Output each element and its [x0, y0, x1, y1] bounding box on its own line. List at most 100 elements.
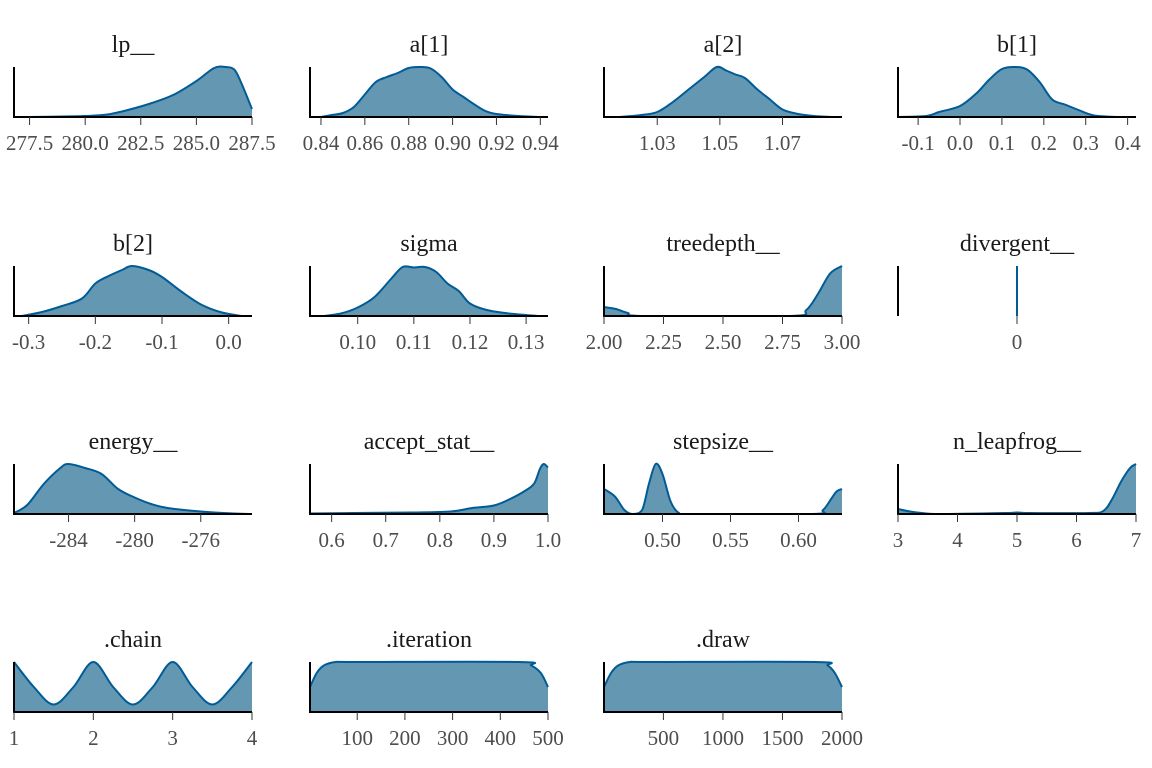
x-tick-label: 285.0 [173, 131, 220, 155]
density-area [14, 464, 252, 514]
x-tick-label: 4 [247, 726, 258, 750]
density-area [22, 266, 242, 316]
x-tick-label: 100 [341, 726, 373, 750]
x-tick-label: 7 [1131, 528, 1142, 552]
density-area [604, 266, 842, 316]
x-tick-label: 500 [648, 726, 680, 750]
panel-iteration: .iteration 100 200 300 400 500 [309, 627, 564, 750]
x-tick-label: 0.60 [780, 528, 817, 552]
density-line [897, 463, 1137, 516]
x-tick-label: 0.2 [1031, 131, 1057, 155]
x-tick-label: 1.05 [701, 131, 738, 155]
density-area [619, 66, 833, 117]
x-tick-label: -0.2 [79, 330, 112, 354]
density-line [323, 265, 538, 317]
panel-divergent: divergent__ 0 [897, 231, 1075, 354]
density-area [320, 66, 541, 117]
x-tick-label: -284 [49, 528, 88, 552]
x-tick-label: 0.4 [1114, 131, 1141, 155]
x-tick-label: 1.07 [764, 131, 801, 155]
x-tick-label: 0.8 [427, 528, 453, 552]
density-line [309, 463, 549, 515]
density-line [309, 660, 549, 688]
panel-title: .chain [104, 627, 162, 653]
panel-title: treedepth__ [666, 231, 780, 257]
panel-b-1: b[1] -0.1 0.0 0.1 0.2 0.3 0.4 [897, 32, 1141, 155]
x-tick-label: 0.6 [319, 528, 345, 552]
density-area [898, 464, 1136, 514]
x-tick-label: 0.9 [481, 528, 507, 552]
density-area [604, 661, 842, 712]
x-tick-label: 1500 [761, 726, 803, 750]
x-tick-label: 2 [88, 726, 99, 750]
x-tick-label: 300 [437, 726, 469, 750]
x-tick-label: 1 [9, 726, 20, 750]
x-tick-label: 0.86 [346, 131, 383, 155]
x-tick-label: -0.1 [145, 330, 178, 354]
panel-title: n_leapfrog__ [953, 429, 1082, 455]
x-tick-label: 500 [532, 726, 564, 750]
x-tick-label: -276 [182, 528, 221, 552]
density-line [897, 65, 1120, 118]
density-line [21, 264, 243, 317]
panel-title: divergent__ [960, 231, 1075, 257]
density-area [29, 66, 252, 117]
x-tick-label: 287.5 [228, 131, 275, 155]
panel-title: b[2] [113, 231, 153, 257]
x-tick-label: 0.13 [508, 330, 545, 354]
x-tick-label: 200 [389, 726, 421, 750]
panel-title: energy__ [89, 429, 179, 455]
x-tick-label: 0.0 [947, 131, 973, 155]
panel-title: accept_stat__ [364, 429, 496, 455]
x-tick-label: -0.3 [12, 330, 45, 354]
panel-energy: energy__ -284 -280 -276 [13, 429, 253, 552]
panel-a-2: a[2] 1.03 1.05 1.07 [603, 32, 842, 155]
panel-n-leapfrog: n_leapfrog__ 3 4 5 6 7 [893, 429, 1142, 552]
panel-title: sigma [400, 231, 458, 257]
panel-draw: .draw 500 1000 1500 2000 [603, 627, 863, 750]
panel-title: stepsize__ [673, 429, 774, 455]
x-tick-label: 277.5 [6, 131, 53, 155]
density-line [603, 660, 843, 688]
x-tick-label: 2.50 [705, 330, 742, 354]
x-tick-label: 0.55 [712, 528, 749, 552]
x-tick-label: 1.03 [639, 131, 676, 155]
x-tick-label: 4 [952, 528, 963, 552]
x-tick-label: 0.88 [390, 131, 427, 155]
density-area [310, 661, 548, 712]
density-area [324, 266, 538, 316]
panel-stepsize: stepsize__ 0.50 0.55 0.60 [603, 429, 843, 552]
x-tick-label: 400 [485, 726, 517, 750]
density-line [619, 65, 833, 118]
panel-chain: .chain 1 2 3 4 [9, 627, 258, 750]
x-tick-label: 0.7 [373, 528, 399, 552]
x-tick-label: 2.25 [645, 330, 682, 354]
panel-title: b[1] [997, 32, 1037, 58]
x-tick-label: 0.11 [396, 330, 432, 354]
density-area [310, 463, 548, 514]
density-line [603, 265, 843, 318]
x-tick-label: 0.0 [216, 330, 242, 354]
x-tick-label: 0.1 [989, 131, 1015, 155]
x-tick-label: 0.50 [644, 528, 681, 552]
density-line [13, 660, 253, 706]
density-area [897, 66, 1120, 117]
panel-accept-stat: accept_stat__ 0.6 0.7 0.8 0.9 1.0 [309, 429, 561, 552]
x-tick-label: 0.90 [434, 131, 471, 155]
panel-a-1: a[1] 0.84 0.86 0.88 0.90 0.92 0.94 [303, 32, 560, 155]
x-tick-label: 3 [167, 726, 178, 750]
panel-sigma: sigma 0.10 0.11 0.12 0.13 [309, 231, 548, 354]
x-tick-label: 2.75 [764, 330, 801, 354]
x-tick-label: 280.0 [62, 131, 109, 155]
x-tick-label: 6 [1071, 528, 1082, 552]
x-tick-label: 0.94 [522, 131, 559, 155]
x-tick-label: 5 [1012, 528, 1023, 552]
x-tick-label: 2.00 [586, 330, 623, 354]
x-tick-label: 2000 [821, 726, 863, 750]
panel-b-2: b[2] -0.3 -0.2 -0.1 0.0 [12, 231, 252, 354]
density-area [604, 463, 842, 514]
x-tick-label: 0.3 [1073, 131, 1099, 155]
panel-title: lp__ [112, 32, 156, 58]
x-tick-label: 0 [1012, 330, 1023, 354]
